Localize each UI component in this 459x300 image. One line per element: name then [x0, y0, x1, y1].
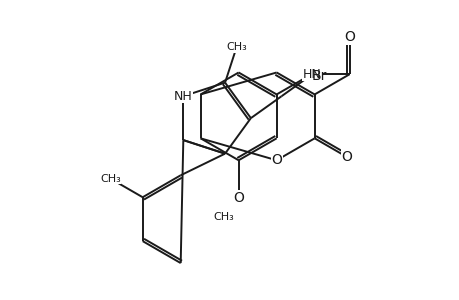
Text: NH: NH: [174, 90, 192, 103]
Text: HN: HN: [302, 68, 321, 81]
Text: O: O: [343, 30, 354, 44]
Text: O: O: [233, 190, 244, 205]
Text: CH₃: CH₃: [100, 174, 120, 184]
Text: O: O: [271, 153, 281, 167]
Text: O: O: [341, 150, 352, 164]
Text: CH₃: CH₃: [213, 212, 234, 222]
Text: CH₃: CH₃: [226, 42, 246, 52]
Text: Br: Br: [311, 69, 326, 83]
